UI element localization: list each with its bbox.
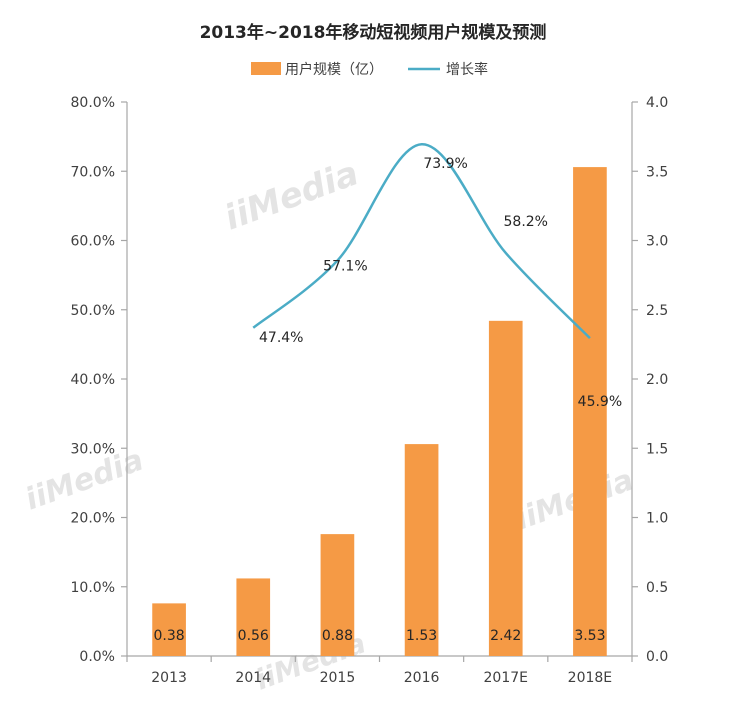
bar-data-label: 0.38 [153, 628, 184, 644]
bar-data-label: 3.53 [574, 628, 605, 644]
right-axis-tick-label: 3.0 [646, 234, 668, 250]
x-axis-tick-label: 2017E [484, 670, 528, 686]
left-axis-tick-label: 50.0% [71, 303, 115, 319]
right-axis-tick-label: 4.0 [646, 95, 668, 111]
line-series [252, 142, 591, 340]
x-axis-tick-label: 2013 [151, 670, 187, 686]
line-data-labels: 47.4% 57.1% 73.9% 58.2% 45.9% [259, 156, 622, 410]
bar [404, 444, 439, 656]
line-data-label: 45.9% [578, 394, 622, 410]
right-axis-tick-label: 3.5 [646, 164, 668, 180]
left-axis-tick-label: 30.0% [71, 441, 115, 457]
bar [320, 534, 355, 656]
bar-data-label: 0.88 [322, 628, 353, 644]
right-axis-tick-label: 1.0 [646, 511, 668, 527]
left-axis-tick-label: 0.0% [79, 649, 115, 665]
left-axis-tick-label: 70.0% [71, 164, 115, 180]
x-axis-tick-label: 2016 [404, 670, 440, 686]
line-data-label: 58.2% [504, 214, 548, 230]
line-data-label: 73.9% [423, 156, 467, 172]
legend-label-line: 增长率 [446, 61, 488, 78]
right-axis-tick-label: 2.0 [646, 372, 668, 388]
x-axis-tick-label: 2018E [568, 670, 612, 686]
left-axis-tick-label: 80.0% [71, 95, 115, 111]
bar-series [152, 167, 607, 656]
legend-item-bar: 用户规模（亿） [251, 61, 383, 78]
legend-swatch-bar [251, 62, 281, 75]
bar [573, 167, 607, 656]
legend: 用户规模（亿） 增长率 [251, 61, 488, 78]
bar-data-label: 1.53 [406, 628, 437, 644]
left-axis-tick-label: 60.0% [71, 234, 115, 250]
right-axis: 0.0 0.5 1.0 1.5 2.0 2.5 3.0 3.5 4.0 [631, 95, 668, 665]
left-axis-tick-label: 10.0% [71, 580, 115, 596]
legend-item-line: 增长率 [408, 61, 488, 78]
bar [488, 320, 523, 656]
line-data-label: 47.4% [259, 330, 303, 346]
x-axis: 2013 2014 2015 2016 2017E 2018E [126, 655, 633, 686]
right-axis-tick-label: 0.0 [646, 649, 668, 665]
bar-data-label: 0.56 [238, 628, 269, 644]
bar [236, 578, 271, 656]
chart-title: 2013年~2018年移动短视频用户规模及预测 [200, 22, 547, 43]
left-axis-tick-label: 20.0% [71, 511, 115, 527]
bar [152, 603, 186, 656]
x-axis-tick-label: 2014 [235, 670, 271, 686]
legend-label-bar: 用户规模（亿） [285, 61, 383, 78]
left-axis: 0.0% 10.0% 20.0% 30.0% 40.0% 50.0% 60.0% 70.0% 8… [71, 95, 128, 665]
bar-data-label: 2.42 [490, 628, 521, 644]
left-axis-tick-label: 40.0% [71, 372, 115, 388]
line-data-label: 57.1% [323, 259, 367, 275]
x-axis-tick-label: 2015 [320, 670, 356, 686]
right-axis-tick-label: 2.5 [646, 303, 668, 319]
right-axis-tick-label: 0.5 [646, 580, 668, 596]
right-axis-tick-label: 1.5 [646, 441, 668, 457]
bar-data-labels: 0.38 0.56 0.88 1.53 2.42 3.53 [153, 628, 605, 644]
watermark-text: iiMedia [219, 153, 363, 238]
